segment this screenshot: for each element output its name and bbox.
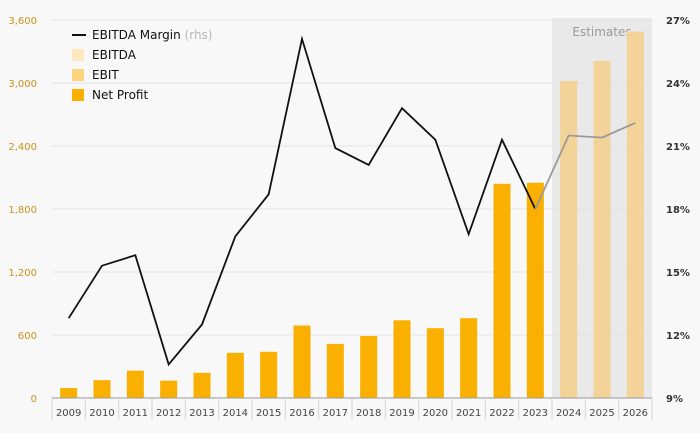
ebitda-margin-line-estimate [534, 122, 636, 210]
net-profit-bar [460, 318, 478, 398]
x-tick-label: 2021 [456, 408, 481, 419]
y-right-tick-label: 12% [666, 331, 690, 342]
net-profit-bar [426, 328, 444, 398]
x-tick-label: 2019 [389, 408, 414, 419]
net-profit-bar [326, 343, 344, 398]
net-profit-bar [160, 380, 178, 398]
net-profit-bar [360, 336, 378, 398]
x-tick-label: 2010 [89, 408, 114, 419]
y-left-tick-label: 600 [18, 331, 37, 342]
legend-label: EBIT [92, 68, 119, 82]
legend-label: EBITDA Margin (rhs) [92, 28, 213, 42]
y-right-tick-label: 15% [666, 268, 690, 279]
legend-swatch [72, 69, 84, 81]
legend-swatch [72, 89, 84, 101]
ebitda-margin-line-actual [67, 35, 537, 367]
net-profit-bar [593, 60, 611, 398]
x-tick-label: 2013 [189, 408, 214, 419]
x-tick-label: 2016 [289, 408, 314, 419]
x-tick-label: 2018 [356, 408, 381, 419]
legend: EBITDA Margin (rhs) EBITDA EBIT Net Profit [72, 28, 213, 102]
y-right-tick-label: 21% [666, 142, 690, 153]
x-tick-label: 2009 [56, 408, 81, 419]
y-right-tick-label: 24% [666, 79, 690, 90]
x-tick-label: 2012 [156, 408, 181, 419]
net-profit-bar [293, 325, 311, 398]
y-right-tick-label: 9% [666, 394, 683, 405]
net-profit-bar [193, 372, 211, 398]
x-tick-label: 2023 [523, 408, 548, 419]
y-left-tick-label: 0 [31, 394, 37, 405]
net-profit-bar [526, 182, 544, 398]
y-right-tick-label: 27% [666, 16, 690, 27]
x-tick-label: 2026 [623, 408, 648, 419]
net-profit-bar [226, 352, 244, 398]
y-left-tick-label: 1,200 [8, 268, 37, 279]
net-profit-bar [560, 80, 578, 399]
axes: 0 9% 600 12% 1,200 15% 1,800 18% 2,400 21% 3,000 24… [8, 16, 690, 420]
y-left-tick-label: 1,800 [8, 205, 37, 216]
x-tick-label: 2022 [489, 408, 514, 419]
net-profit-bar [260, 351, 278, 398]
ebitda-margin-line [67, 35, 636, 367]
y-left-tick-label: 3,600 [8, 16, 37, 27]
x-tick-label: 2020 [423, 408, 448, 419]
x-tick-label: 2011 [123, 408, 148, 419]
estimates-label: Estimates [572, 25, 631, 39]
x-tick-label: 2024 [556, 408, 581, 419]
net-profit-bar [93, 380, 111, 398]
bars [60, 31, 644, 399]
net-profit-bar [60, 388, 78, 398]
x-tick-label: 2017 [323, 408, 348, 419]
y-right-tick-label: 18% [666, 205, 690, 216]
x-tick-label: 2015 [256, 408, 281, 419]
net-profit-bar [393, 320, 411, 398]
legend-swatch [72, 49, 84, 61]
gridlines [52, 19, 652, 336]
net-profit-bar [126, 370, 144, 398]
legend-suffix: (rhs) [181, 28, 213, 42]
x-tick-label: 2014 [223, 408, 248, 419]
legend-label: EBITDA [92, 48, 137, 62]
net-profit-bar [493, 183, 511, 398]
legend-label: Net Profit [92, 88, 148, 102]
y-left-tick-label: 3,000 [8, 79, 37, 90]
x-tick-label: 2025 [589, 408, 614, 419]
net-profit-bar [626, 31, 644, 399]
y-left-tick-label: 2,400 [8, 142, 37, 153]
